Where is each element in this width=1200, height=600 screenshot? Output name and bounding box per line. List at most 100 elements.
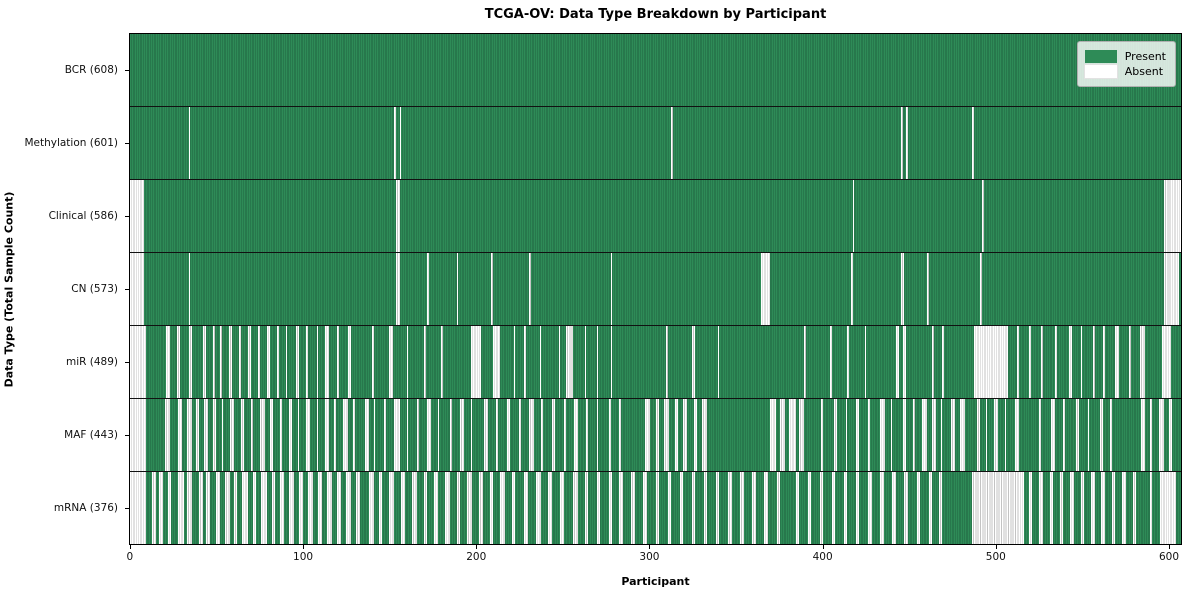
absent-stripe <box>427 253 430 325</box>
absent-stripe <box>740 472 744 544</box>
x-tick-label: 400 <box>812 551 833 563</box>
absent-stripe <box>342 399 348 471</box>
absent-stripe <box>679 472 684 544</box>
absent-stripe <box>529 253 532 325</box>
absent-stripe <box>524 326 526 398</box>
absent-stripe <box>1051 399 1055 471</box>
absent-stripe <box>1028 326 1031 398</box>
y-tick-label: CN (573) <box>71 283 118 295</box>
absent-stripe <box>178 399 182 471</box>
absent-stripe <box>325 326 329 398</box>
absent-stripe <box>271 472 276 544</box>
y-tick-mark <box>125 362 129 364</box>
absent-stripe <box>212 399 217 471</box>
heatmap-row-cn <box>130 253 1181 326</box>
absent-stripe <box>216 472 220 544</box>
absent-stripe <box>565 326 573 398</box>
absent-stripe <box>880 472 884 544</box>
absent-stripe <box>596 326 599 398</box>
absent-stripe <box>631 472 635 544</box>
x-tick-label: 100 <box>293 551 314 563</box>
absent-stripe <box>830 326 832 398</box>
absent-stripe <box>779 399 786 471</box>
absent-stripe <box>1161 326 1171 398</box>
absent-stripe <box>130 180 144 252</box>
absent-stripe <box>406 326 409 398</box>
absent-stripe <box>130 472 146 544</box>
absent-stripe <box>664 399 670 471</box>
absent-stripe <box>327 472 333 544</box>
legend-swatch-present <box>1084 50 1117 63</box>
absent-stripe <box>401 472 405 544</box>
heatmap-row-maf <box>130 399 1181 472</box>
absent-stripe <box>316 399 319 471</box>
absent-stripe <box>233 472 238 544</box>
absent-stripe <box>178 472 184 544</box>
absent-stripe <box>449 399 452 471</box>
absent-stripe <box>655 399 659 471</box>
absent-stripe <box>372 326 374 398</box>
legend: Present Absent <box>1076 41 1176 87</box>
absent-stripe <box>683 399 687 471</box>
absent-stripe <box>470 326 481 398</box>
absent-stripe <box>804 326 806 398</box>
absent-stripe <box>456 472 461 544</box>
absent-stripe <box>306 326 309 398</box>
absent-stripe <box>389 472 395 544</box>
absent-stripe <box>1075 399 1079 471</box>
absent-stripe <box>1054 326 1057 398</box>
absent-stripe <box>1141 399 1145 471</box>
absent-stripe <box>318 472 322 544</box>
legend-label: Absent <box>1124 65 1164 78</box>
absent-stripe <box>831 472 836 544</box>
x-tick-mark <box>476 545 478 549</box>
absent-stripe <box>228 326 232 398</box>
y-tick-mark <box>125 289 129 290</box>
absent-stripe <box>928 472 933 544</box>
absent-stripe <box>977 399 981 471</box>
x-tick-label: 500 <box>985 551 1006 563</box>
absent-stripe <box>608 472 613 544</box>
absent-stripe <box>166 326 170 398</box>
y-tick-label: miR (489) <box>65 356 118 369</box>
absent-stripe <box>643 472 647 544</box>
absent-stripe <box>130 253 144 325</box>
absent-stripe <box>306 399 310 471</box>
absent-stripe <box>373 399 376 471</box>
absent-stripe <box>259 399 265 471</box>
absent-stripe <box>655 472 659 544</box>
absent-stripe <box>584 472 589 544</box>
absent-stripe <box>541 399 544 471</box>
absent-stripe <box>880 399 886 471</box>
absent-stripe <box>902 326 907 398</box>
absent-stripe <box>378 472 383 544</box>
heatmap-row-mrna <box>130 472 1181 544</box>
y-tick-label: MAF (443) <box>64 429 118 442</box>
absent-stripe <box>760 253 770 325</box>
y-tick-mark <box>125 69 129 71</box>
absent-stripe <box>470 399 473 471</box>
absent-stripe <box>1068 326 1073 398</box>
absent-stripe <box>551 399 556 471</box>
absent-stripe <box>394 107 397 179</box>
absent-stripe <box>188 107 191 179</box>
absent-stripe <box>674 399 678 471</box>
absent-stripe <box>833 399 837 471</box>
absent-stripe <box>346 472 352 544</box>
absent-stripe <box>396 253 400 325</box>
absent-stripe <box>1092 326 1095 398</box>
absent-stripe <box>563 399 566 471</box>
absent-stripe <box>1028 472 1033 544</box>
absent-stripe <box>479 472 483 544</box>
absent-stripe <box>1158 399 1164 471</box>
absent-stripe <box>795 472 799 544</box>
absent-stripe <box>225 472 231 544</box>
absent-stripe <box>942 326 945 398</box>
absent-stripe <box>188 253 191 325</box>
absent-stripe <box>645 399 651 471</box>
absent-stripe <box>971 472 1024 544</box>
absent-stripe <box>152 472 156 544</box>
absent-stripe <box>406 399 409 471</box>
absent-stripe <box>1087 399 1090 471</box>
absent-stripe <box>299 472 303 544</box>
